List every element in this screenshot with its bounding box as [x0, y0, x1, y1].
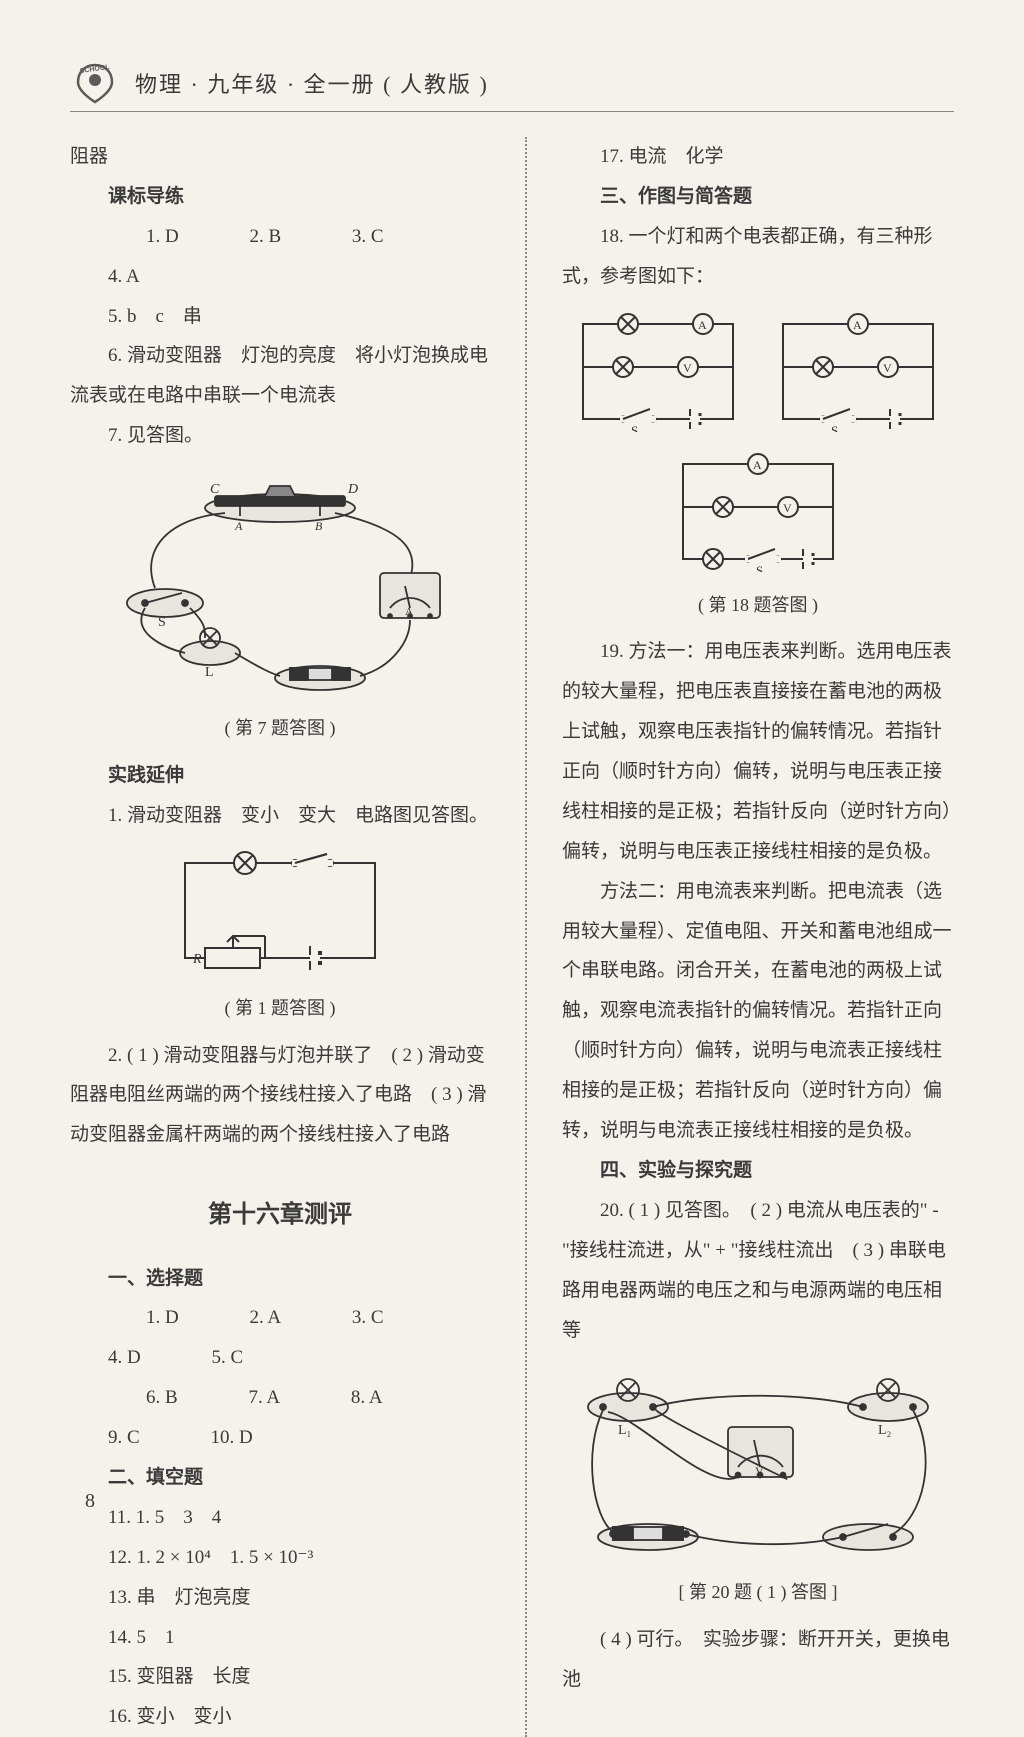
answer-item: 7. A [210, 1378, 280, 1418]
svg-text:S: S [831, 423, 838, 432]
answer-line: 5. b c 串 [70, 297, 490, 337]
answer-item: 10. D [172, 1418, 252, 1458]
svg-text:C: C [210, 482, 220, 497]
figure-q7: C D A B S A [70, 468, 490, 698]
answer-line: 6. 滑动变阻器 灯泡的亮度 将小灯泡换成电流表或在电路中串联一个电流表 [70, 336, 490, 416]
circuit-diagram-2: A V S [768, 312, 948, 432]
section-heading: 一、选择题 [70, 1259, 490, 1299]
fill-answer: 11. 1. 5 3 4 [70, 1498, 490, 1538]
answer-item: 3. C [314, 1298, 384, 1338]
answer-item: 1. D [108, 217, 179, 257]
answer-item: 9. C [70, 1418, 140, 1458]
answer-item: 1. D [108, 1298, 179, 1338]
figure-caption: [ 第 20 题 ( 1 ) 答图 ] [562, 1574, 954, 1612]
fill-answer: 16. 变小 变小 [70, 1697, 490, 1737]
svg-text:A: A [698, 318, 707, 332]
circuit-diagram-1: A V S [568, 312, 748, 432]
svg-text:S: S [756, 563, 763, 572]
answer-row: 1. D 2. A 3. C 4. D 5. C [70, 1298, 490, 1378]
svg-text:R: R [192, 952, 202, 967]
svg-text:A: A [753, 458, 762, 472]
page-title: 物理 · 九年级 · 全一册 ( 人教版 ) [135, 67, 489, 99]
column-divider [525, 137, 527, 1737]
answer-line: ( 4 ) 可行。 实验步骤：断开开关，更换电池 [562, 1620, 954, 1700]
fill-answer: 14. 5 1 [70, 1618, 490, 1658]
answer-item: 3. C [314, 217, 384, 257]
page-header: SCHOOL 物理 · 九年级 · 全一册 ( 人教版 ) [70, 60, 954, 112]
answer-item: 2. B [211, 217, 281, 257]
page-number: 8 [85, 1490, 95, 1513]
answer-line: 7. 见答图。 [70, 416, 490, 456]
figure-caption: ( 第 7 题答图 ) [70, 710, 490, 748]
svg-text:B: B [315, 519, 323, 533]
svg-text:S: S [631, 423, 638, 432]
answer-item: 6. B [108, 1378, 178, 1418]
text-line: 阻器 [70, 137, 490, 177]
section-heading: 二、填空题 [70, 1458, 490, 1498]
school-logo-icon: SCHOOL [70, 60, 120, 105]
section-heading: 实践延伸 [70, 756, 490, 796]
svg-text:A: A [853, 318, 862, 332]
figure-q20: L₁ L₂ V [562, 1362, 954, 1562]
left-column: 阻器 课标导练 1. D 2. B 3. C 4. A 5. b c 串 6. … [70, 137, 490, 1737]
figure-caption: ( 第 1 题答图 ) [70, 990, 490, 1028]
svg-text:V: V [883, 361, 892, 375]
answer-item: 5. C [173, 1338, 243, 1378]
figure-caption: ( 第 18 题答图 ) [562, 587, 954, 625]
section-heading: 四、实验与探究题 [562, 1151, 954, 1191]
section-heading: 三、作图与简答题 [562, 177, 954, 217]
figure-q1: R [70, 848, 490, 978]
svg-text:L₁: L₁ [618, 1423, 631, 1438]
answer-item: 4. A [70, 257, 140, 297]
answer-line: 20. ( 1 ) 见答图。 ( 2 ) 电流从电压表的" - "接线柱流进，从… [562, 1191, 954, 1351]
answer-paragraph: 19. 方法一：用电压表来判断。选用电压表的较大量程，把电压表直接接在蓄电池的两… [562, 632, 954, 871]
content-columns: 阻器 课标导练 1. D 2. B 3. C 4. A 5. b c 串 6. … [70, 137, 954, 1737]
answer-row: 6. B 7. A 8. A 9. C 10. D [70, 1378, 490, 1458]
answer-line: 2. ( 1 ) 滑动变阻器与灯泡并联了 ( 2 ) 滑动变阻器电阻丝两端的两个… [70, 1036, 490, 1156]
answer-line: 17. 电流 化学 [562, 137, 954, 177]
right-column: 17. 电流 化学 三、作图与简答题 18. 一个灯和两个电表都正确，有三种形式… [562, 137, 954, 1737]
svg-text:V: V [683, 361, 692, 375]
svg-text:S: S [158, 615, 166, 630]
fill-answer: 15. 变阻器 长度 [70, 1657, 490, 1697]
figure-q18: A V S A [562, 312, 954, 572]
answer-item: 4. D [70, 1338, 141, 1378]
section-heading: 课标导练 [70, 177, 490, 217]
svg-text:A: A [234, 519, 243, 533]
answer-item: 2. A [211, 1298, 281, 1338]
fill-answer: 13. 串 灯泡亮度 [70, 1578, 490, 1618]
answer-row: 1. D 2. B 3. C 4. A [70, 217, 490, 297]
answer-line: 18. 一个灯和两个电表都正确，有三种形式，参考图如下： [562, 217, 954, 297]
answer-item: 8. A [313, 1378, 383, 1418]
answer-line: 1. 滑动变阻器 变小 变大 电路图见答图。 [70, 796, 490, 836]
circuit-diagram-3: A V S [668, 452, 848, 572]
svg-text:L: L [205, 665, 214, 680]
chapter-title: 第十六章测评 [70, 1190, 490, 1240]
svg-text:L₂: L₂ [878, 1423, 892, 1438]
svg-text:SCHOOL: SCHOOL [79, 64, 110, 75]
answer-paragraph: 方法二：用电流表来判断。把电流表（选用较大量程）、定值电阻、开关和蓄电池组成一个… [562, 872, 954, 1151]
svg-text:D: D [347, 482, 358, 497]
svg-text:V: V [783, 501, 792, 515]
fill-answer: 12. 1. 2 × 10⁴ 1. 5 × 10⁻³ [70, 1538, 490, 1578]
